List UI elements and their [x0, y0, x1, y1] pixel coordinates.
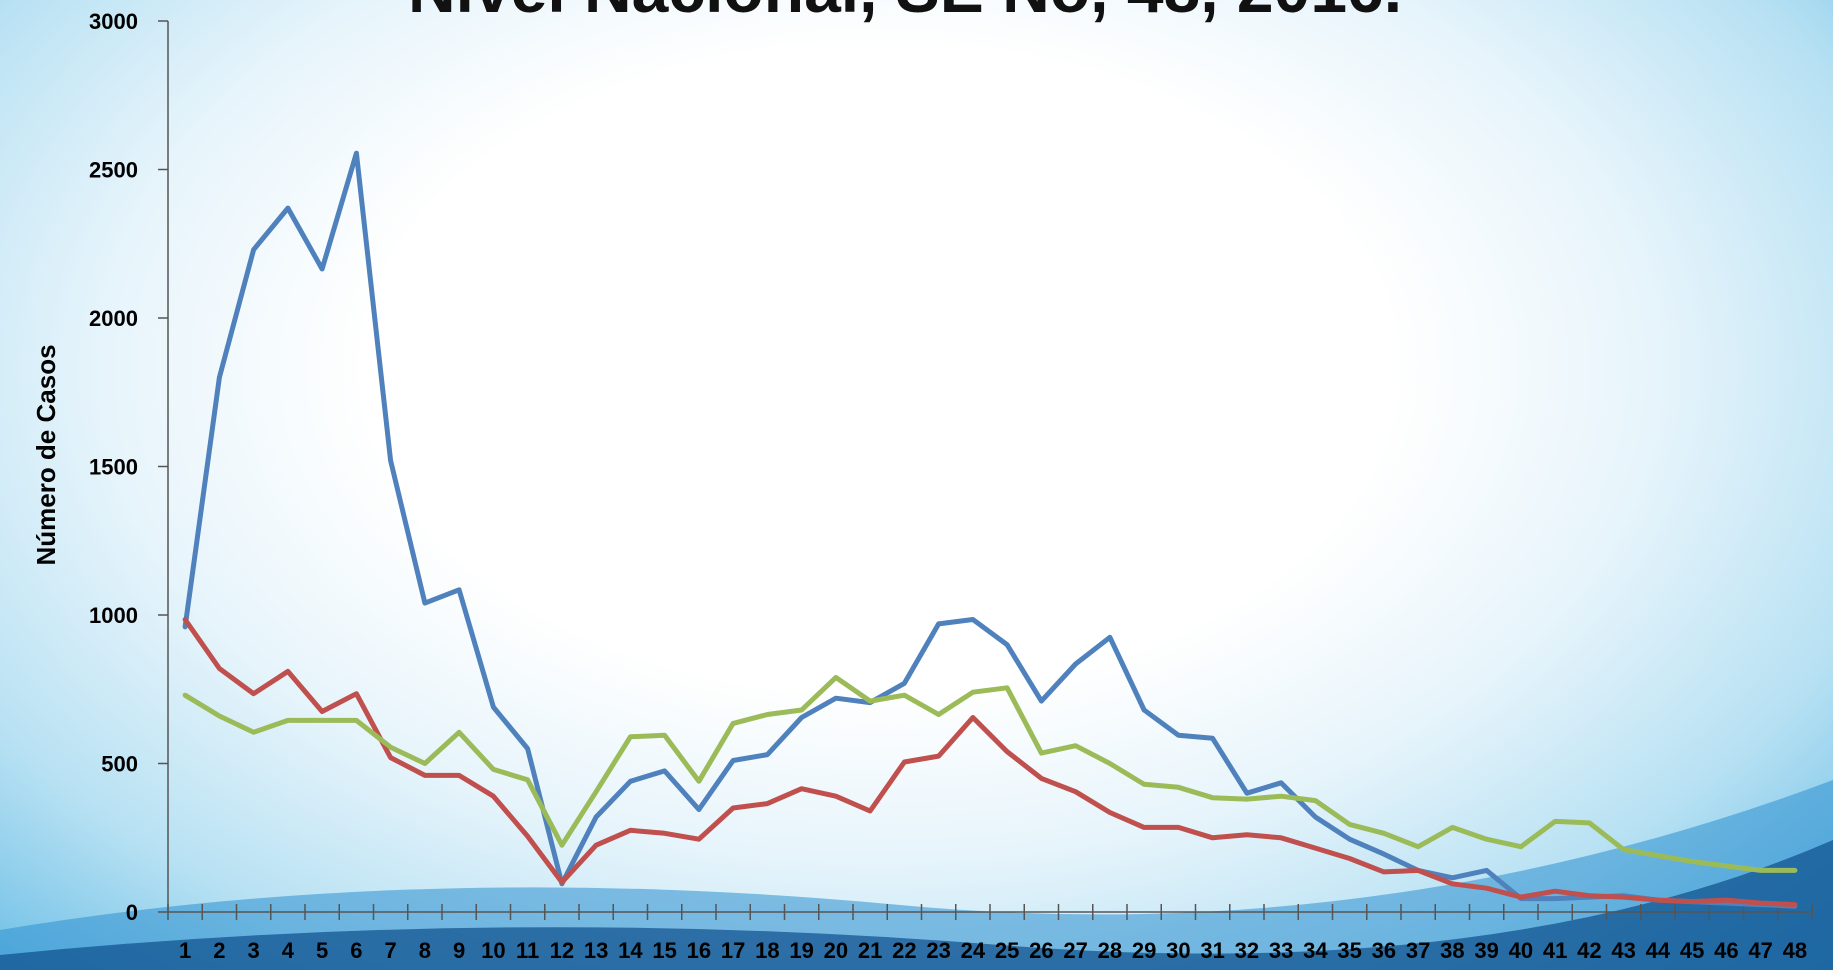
x-tick-label: 22: [892, 938, 916, 963]
x-tick-label: 47: [1748, 938, 1772, 963]
swoosh-decoration: [0, 780, 1833, 970]
x-tick-label: 6: [350, 938, 362, 963]
y-tick-label: 1500: [89, 455, 138, 480]
y-tick-label: 3000: [89, 9, 138, 34]
x-tick-label: 45: [1680, 938, 1704, 963]
x-tick-label: 24: [961, 938, 986, 963]
x-tick-label: 42: [1577, 938, 1601, 963]
x-tick-label: 19: [789, 938, 813, 963]
x-tick-label: 12: [550, 938, 574, 963]
x-tick-label: 33: [1269, 938, 1293, 963]
x-tick-label: 40: [1509, 938, 1533, 963]
x-tick-label: 38: [1440, 938, 1464, 963]
x-tick-label: 48: [1783, 938, 1807, 963]
x-tick-label: 16: [687, 938, 711, 963]
x-tick-label: 31: [1200, 938, 1224, 963]
series-line-3: [182, 674, 1798, 873]
x-tick-label: 30: [1166, 938, 1190, 963]
x-tick-label: 23: [926, 938, 950, 963]
x-tick-label: 26: [1029, 938, 1053, 963]
x-tick-label: 41: [1543, 938, 1567, 963]
chart-title-text: Nivel Nacional, SE No, 48, 2016.: [408, 0, 1402, 26]
y-tick-label: 2000: [89, 306, 138, 331]
x-tick-label: 7: [385, 938, 397, 963]
y-tick-label: 500: [101, 752, 138, 777]
x-tick-label: 10: [481, 938, 505, 963]
swoosh-decoration-dark: [0, 840, 1833, 970]
x-tick-label: 20: [824, 938, 848, 963]
y-tick-label: 1000: [89, 603, 138, 628]
x-tick-label: 8: [419, 938, 431, 963]
x-tick-label: 32: [1235, 938, 1259, 963]
x-tick-label: 1: [179, 938, 191, 963]
x-tick-label: 13: [584, 938, 608, 963]
series-line-2: [182, 617, 1798, 908]
x-tick-label: 43: [1611, 938, 1635, 963]
x-tick-label: 25: [995, 938, 1019, 963]
x-tick-label: 4: [282, 938, 295, 963]
series-group: [182, 150, 1798, 909]
x-tick-label: 27: [1063, 938, 1087, 963]
x-tick-label: 36: [1372, 938, 1396, 963]
y-tick-label: 0: [126, 900, 138, 925]
x-tick-label: 39: [1474, 938, 1498, 963]
y-tick-label: 2500: [89, 158, 138, 183]
series-line-1: [182, 150, 1798, 909]
x-tick-label: 15: [652, 938, 676, 963]
x-tick-label: 14: [618, 938, 643, 963]
x-tick-label: 35: [1337, 938, 1361, 963]
chart-title: Nivel Nacional, SE No, 48, 2016.: [408, 0, 1402, 26]
x-tick-label: 28: [1098, 938, 1122, 963]
x-tick-label: 34: [1303, 938, 1328, 963]
x-tick-label: 18: [755, 938, 779, 963]
y-axis-label: Número de Casos: [31, 344, 61, 565]
x-tick-label: 5: [316, 938, 328, 963]
x-tick-label: 3: [248, 938, 260, 963]
x-tick-label: 29: [1132, 938, 1156, 963]
x-tick-label: 44: [1646, 938, 1671, 963]
x-tick-label: 37: [1406, 938, 1430, 963]
x-tick-label: 46: [1714, 938, 1738, 963]
x-tick-label: 11: [516, 938, 539, 963]
x-tick-label: 9: [453, 938, 465, 963]
x-tick-label: 21: [858, 938, 882, 963]
x-tick-label: 2: [213, 938, 225, 963]
x-tick-label: 17: [721, 938, 745, 963]
